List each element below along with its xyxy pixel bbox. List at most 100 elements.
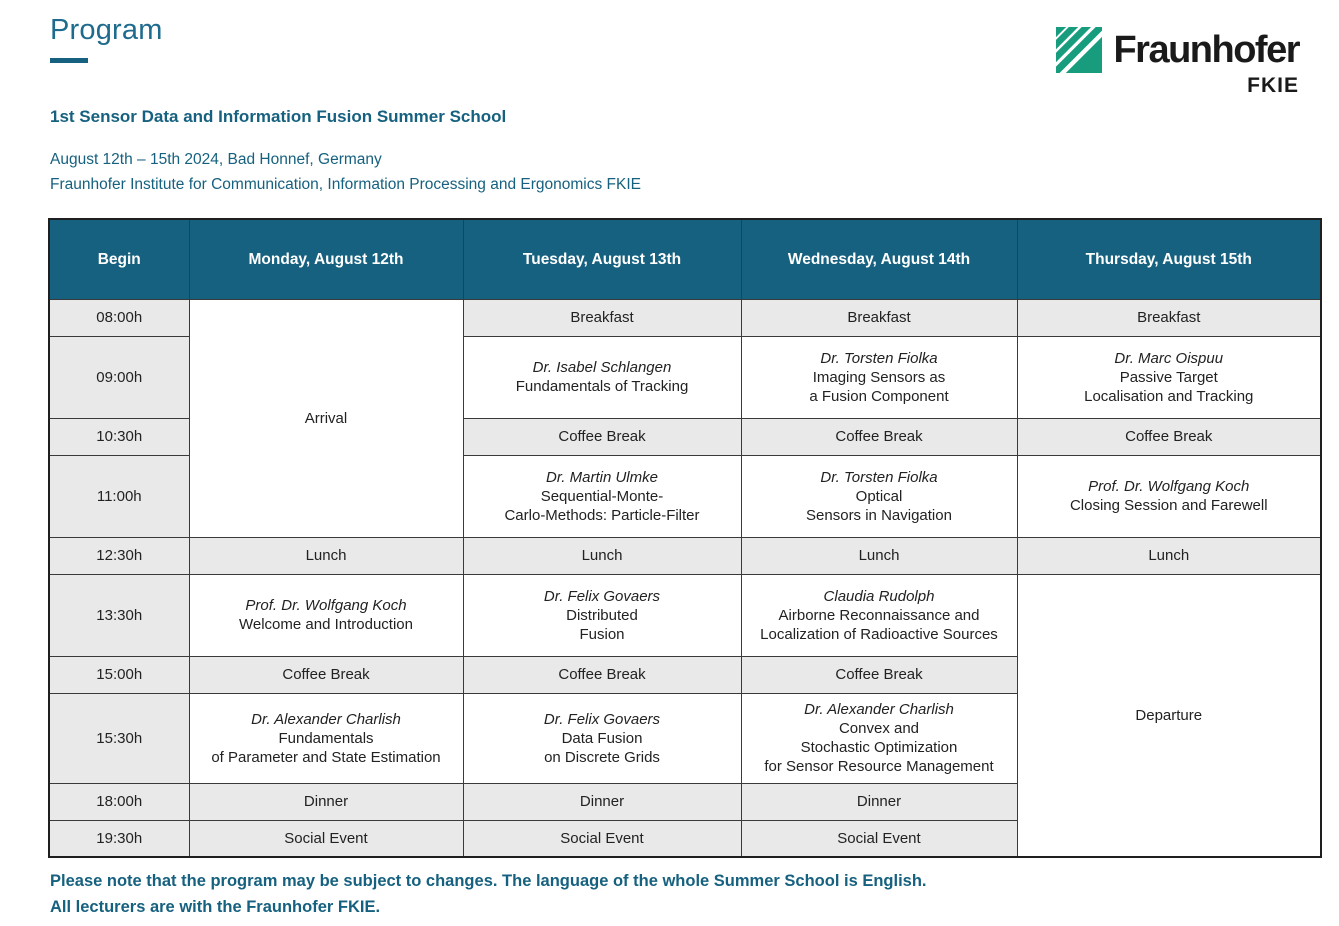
cell-text: Welcome and Introduction <box>239 616 413 633</box>
schedule-row: 10:30h Coffee Break Coffee Break Coffee Bre… <box>48 417 1322 456</box>
time-cell: 15:00h <box>48 655 190 694</box>
speaker-name: Claudia Rudolph <box>823 587 935 605</box>
speaker-name: Dr. Alexander Charlish <box>804 701 954 718</box>
talk-cell: Dr. Torsten Fiolka Imaging Sensors as a Fu… <box>740 335 1018 419</box>
cell-text: Localisation and Tracking <box>1084 387 1254 405</box>
event-cell: Social Event <box>188 819 464 858</box>
schedule-row: 19:30h Social Event Social Event Social Eve… <box>48 819 1321 858</box>
cell-text: for Sensor Resource Management <box>764 758 994 775</box>
schedule-row: 11:00h Dr. Martin Ulmke Sequential-Monte- C… <box>48 454 1322 538</box>
event-cell: Coffee Break <box>1016 417 1322 456</box>
cell-text: Coffee Break <box>835 666 923 683</box>
speaker-name: Dr. Felix Govaers <box>543 587 661 605</box>
cell-text: Fundamentals of Tracking <box>515 378 689 395</box>
event-cell: Coffee Break <box>740 417 1018 456</box>
schedule-row: 18:00h Dinner Dinner Dinner <box>48 782 1321 821</box>
event-cell: Coffee Break <box>462 417 742 456</box>
span-cell: Arrival <box>188 298 464 538</box>
schedule-header-row: Begin Monday, August 12th Tuesday, August … <box>48 218 1322 300</box>
event-cell: Breakfast <box>1016 298 1322 337</box>
cell-text: Coffee Break <box>558 428 646 445</box>
event-cell: Lunch <box>740 536 1018 575</box>
cell-text: Coffee Break <box>558 666 646 683</box>
cell-text: Coffee Break <box>282 666 370 683</box>
talk-cell: Dr. Torsten Fiolka Optical Sensors in Navi… <box>740 454 1018 538</box>
page-title: Program <box>50 14 163 46</box>
cell-text: Dinner <box>856 793 902 810</box>
event-cell: Coffee Break <box>462 655 742 694</box>
schedule-row: 09:00h Dr. Isabel Schlangen Fundamentals o… <box>48 335 1322 419</box>
column-header: Tuesday, August 13th <box>462 218 742 300</box>
speaker-name: Dr. Marc Oispuu <box>1114 349 1224 367</box>
cell-text: Lunch <box>1148 547 1190 564</box>
cell-text: Lunch <box>581 547 623 564</box>
talk-cell: Dr. Marc Oispuu Passive Target Localisatio… <box>1016 335 1322 419</box>
schedule-header: Begin Monday, August 12th Tuesday, August … <box>48 218 1322 300</box>
schedule-row: 15:00h Coffee Break Coffee Break Coffee Bre… <box>48 655 1321 694</box>
event-date-location: August 12th – 15th 2024, Bad Honnef, Ger… <box>50 151 382 168</box>
time-cell: 08:00h <box>48 298 190 337</box>
cell-text: Arrival <box>304 409 348 427</box>
fraunhofer-logo-unit: FKIE <box>1247 74 1299 97</box>
cell-text: Fusion <box>579 625 625 643</box>
talk-cell: Dr. Alexander Charlish Fundamentals of Par… <box>188 692 464 784</box>
event-cell: Breakfast <box>462 298 742 337</box>
speaker-name: Prof. Dr. Wolfgang Koch <box>1088 478 1250 495</box>
speaker-name: Dr. Torsten Fiolka <box>820 349 938 367</box>
event-cell: Social Event <box>740 819 1018 858</box>
cell-text: Stochastic Optimization <box>800 739 958 756</box>
event-cell: Dinner <box>462 782 742 821</box>
cell-text: Sensors in Navigation <box>806 506 952 524</box>
cell-text: Breakfast <box>570 309 634 326</box>
column-header: Monday, August 12th <box>188 218 464 300</box>
schedule-row: 08:00h Arrival Breakfast Breakfast Breakfast <box>48 298 1322 538</box>
span-cell: Departure <box>1016 573 1322 858</box>
event-cell: Coffee Break <box>188 655 464 694</box>
schedule-body: 08:00h Arrival Breakfast Breakfast Breakfast… <box>48 298 1322 858</box>
talk-cell: Dr. Felix Govaers Data Fusion on Discrete … <box>462 692 742 784</box>
schedule-row: 13:30h Prof. Dr. Wolfgang Koch Welcome and… <box>48 573 1322 858</box>
talk-cell: Dr. Martin Ulmke Sequential-Monte- Carlo-M… <box>462 454 742 538</box>
speaker-name: Prof. Dr. Wolfgang Koch <box>245 597 407 614</box>
cell-text: Breakfast <box>1137 309 1201 326</box>
cell-text: Imaging Sensors as <box>812 368 946 386</box>
fraunhofer-logo: Fraunhofer FKIE <box>1056 27 1300 98</box>
cell-text: Fundamentals <box>278 729 374 747</box>
event-title: 1st Sensor Data and Information Fusion S… <box>50 107 507 126</box>
time-cell: 11:00h <box>48 454 190 538</box>
cell-text: a Fusion Component <box>809 387 949 405</box>
cell-text: Breakfast <box>847 309 911 326</box>
speaker-name: Dr. Felix Govaers <box>543 710 661 728</box>
cell-text: Coffee Break <box>835 428 923 445</box>
cell-text: Social Event <box>284 829 368 847</box>
cell-text: Social Event <box>560 829 644 847</box>
fraunhofer-stripes-icon <box>1056 27 1103 73</box>
event-cell: Lunch <box>188 536 464 575</box>
talk-cell: Prof. Dr. Wolfgang Koch Welcome and Intro… <box>188 573 464 657</box>
cell-text: Optical <box>855 487 903 505</box>
fraunhofer-logo-brand: Fraunhofer <box>1113 28 1300 71</box>
speaker-name: Dr. Torsten Fiolka <box>820 468 938 486</box>
speaker-name: Dr. Alexander Charlish <box>251 710 401 728</box>
cell-text: Carlo-Methods: Particle-Filter <box>504 506 700 524</box>
cell-text: on Discrete Grids <box>544 748 660 766</box>
time-cell: 09:00h <box>48 335 190 419</box>
cell-text: Dinner <box>303 793 349 810</box>
cell-text: Departure <box>1135 706 1203 724</box>
time-cell: 18:00h <box>48 782 190 821</box>
cell-text: Social Event <box>837 829 921 847</box>
event-cell: Social Event <box>462 819 742 858</box>
column-header: Wednesday, August 14th <box>740 218 1018 300</box>
time-cell: 10:30h <box>48 417 190 456</box>
footer-line-2: All lecturers are with the Fraunhofer FK… <box>50 898 381 916</box>
talk-cell: Dr. Isabel Schlangen Fundamentals of Trac… <box>462 335 742 419</box>
event-cell: Dinner <box>188 782 464 821</box>
speaker-name: Dr. Isabel Schlangen <box>532 359 672 376</box>
cell-text: Sequential-Monte- <box>540 487 664 505</box>
footer-note: Please note that the program may be subj… <box>50 868 1339 920</box>
cell-text: of Parameter and State Estimation <box>211 748 441 766</box>
cell-text: Coffee Break <box>1125 428 1213 445</box>
talk-cell: Dr. Felix Govaers Distributed Fusion <box>462 573 742 657</box>
cell-text: Localization of Radioactive Sources <box>760 625 998 643</box>
program-page: Program Fraunhofer FKIE 1st Sensor Data … <box>0 14 1339 926</box>
